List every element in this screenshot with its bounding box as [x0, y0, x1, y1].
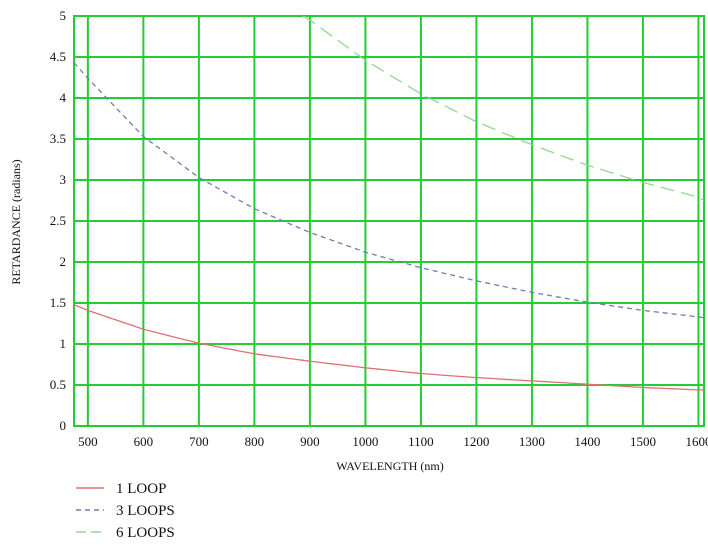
series-line-2	[73, 62, 705, 319]
x-tick-label: 1500	[630, 434, 656, 449]
y-tick-label: 3	[60, 172, 67, 187]
x-tick-label: 1400	[574, 434, 600, 449]
y-axis-label: RETARDANCE (radians)	[9, 159, 23, 284]
x-tick-label: 1600	[685, 434, 708, 449]
y-tick-label: 2.5	[50, 213, 66, 228]
y-tick-label: 4.5	[50, 49, 66, 64]
grid	[73, 15, 705, 427]
series-line-3	[302, 15, 705, 202]
legend: 1 LOOP 3 LOOPS 6 LOOPS	[76, 481, 175, 541]
legend-label-1: 1 LOOP	[116, 481, 166, 497]
y-tick-label: 2	[60, 254, 67, 269]
series-line-1	[73, 304, 704, 391]
y-tick-label: 0.5	[50, 377, 66, 392]
x-tick-label: 700	[189, 434, 209, 449]
series-layer	[73, 15, 705, 391]
legend-label-2: 3 LOOPS	[116, 503, 175, 519]
x-tick-label: 1300	[519, 434, 545, 449]
x-tick-label: 1000	[352, 434, 378, 449]
x-tick-label: 600	[134, 434, 154, 449]
y-tick-label: 3.5	[50, 131, 66, 146]
y-tick-label: 5	[60, 8, 67, 23]
legend-label-3: 6 LOOPS	[116, 525, 175, 541]
y-tick-label: 4	[60, 90, 67, 105]
y-tick-label: 0	[60, 418, 67, 433]
y-tick-label: 1	[60, 336, 67, 351]
x-axis-label: WAVELENGTH (nm)	[336, 459, 443, 473]
x-tick-label: 500	[78, 434, 98, 449]
x-tick-label: 1200	[463, 434, 489, 449]
x-tick-label: 900	[300, 434, 320, 449]
tick-labels: 0 0.5 1 1.5 2 2.5 3 3.5 4 4.5 5 500 600 700 800 900 1000…	[50, 8, 708, 449]
x-tick-label: 800	[245, 434, 265, 449]
x-tick-label: 1100	[408, 434, 434, 449]
y-tick-label: 1.5	[50, 295, 66, 310]
